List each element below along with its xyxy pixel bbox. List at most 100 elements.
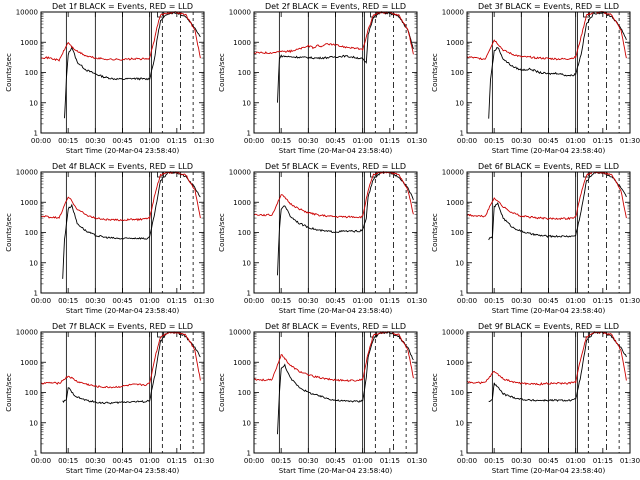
x-tick-label: 00:45 — [325, 457, 345, 465]
x-tick-label: 00:30 — [298, 137, 318, 145]
panel-title: Det 7f BLACK = Events, RED = LLD — [52, 322, 193, 331]
x-tick-label: 01:30 — [407, 457, 427, 465]
series-lld — [253, 10, 414, 55]
series-events — [62, 331, 201, 405]
y-tick-label: 1000 — [233, 199, 251, 207]
x-axis-label: Start Time (20-Mar-04 23:58:40) — [492, 467, 606, 475]
y-tick-label: 1 — [460, 290, 464, 298]
y-tick-label: 10000 — [442, 169, 464, 177]
y-axis-label: Counts/sec — [218, 213, 226, 252]
y-axis-label: Counts/sec — [5, 53, 13, 92]
y-axis-label: Counts/sec — [431, 213, 439, 252]
y-tick-label: 10 — [242, 419, 251, 427]
y-tick-label: 100 — [238, 389, 251, 397]
x-tick-label: 00:00 — [31, 457, 51, 465]
panel-4: Det 4f BLACK = Events, RED = LLD Counts/s… — [5, 162, 214, 315]
y-tick-label: 10 — [29, 99, 38, 107]
x-tick-label: 00:30 — [511, 297, 531, 305]
x-tick-label: 01:00 — [566, 457, 586, 465]
x-tick-label: 00:45 — [112, 457, 132, 465]
y-axis-label: Counts/sec — [431, 53, 439, 92]
x-tick-label: 00:45 — [325, 137, 345, 145]
x-tick-label: 00:00 — [244, 137, 264, 145]
x-tick-label: 01:00 — [140, 297, 160, 305]
plot-frame — [253, 171, 418, 294]
series-lld — [253, 330, 414, 383]
x-tick-label: 01:15 — [593, 457, 613, 465]
x-tick-label: 00:00 — [244, 457, 264, 465]
panel-8: Det 8f BLACK = Events, RED = LLD Counts/s… — [218, 322, 427, 475]
x-tick-label: 00:15 — [271, 457, 291, 465]
y-tick-label: 100 — [451, 69, 464, 77]
panel-6: Det 6f BLACK = Events, RED = LLD Counts/s… — [431, 162, 640, 315]
x-tick-label: 00:30 — [511, 457, 531, 465]
panel-title: Det 2f BLACK = Events, RED = LLD — [265, 2, 406, 11]
y-tick-label: 1 — [247, 290, 251, 298]
y-tick-label: 10 — [242, 259, 251, 267]
y-tick-label: 10 — [455, 259, 464, 267]
series-events — [64, 11, 201, 119]
y-tick-label: 10 — [29, 419, 38, 427]
panel-9: Det 9f BLACK = Events, RED = LLD Counts/s… — [431, 322, 640, 475]
x-tick-label: 00:30 — [298, 457, 318, 465]
series-lld — [466, 330, 627, 386]
y-tick-label: 10000 — [16, 169, 38, 177]
panel-3: Det 3f BLACK = Events, RED = LLD Counts/s… — [431, 2, 640, 155]
y-tick-label: 1 — [34, 290, 38, 298]
x-tick-label: 01:00 — [140, 457, 160, 465]
y-tick-label: 1000 — [20, 359, 38, 367]
x-axis-label: Start Time (20-Mar-04 23:58:40) — [279, 147, 393, 155]
panel-7: Det 7f BLACK = Events, RED = LLD Counts/s… — [5, 322, 214, 475]
x-tick-label: 01:15 — [380, 457, 400, 465]
x-tick-label: 01:30 — [407, 137, 427, 145]
x-tick-label: 00:30 — [85, 297, 105, 305]
y-tick-label: 10 — [455, 99, 464, 107]
x-tick-label: 00:45 — [538, 137, 558, 145]
x-tick-label: 01:30 — [407, 297, 427, 305]
x-tick-label: 00:30 — [85, 137, 105, 145]
series-lld — [40, 171, 201, 222]
x-tick-label: 01:30 — [620, 137, 640, 145]
series-lld — [40, 331, 201, 389]
x-tick-label: 00:00 — [244, 297, 264, 305]
y-tick-label: 100 — [238, 229, 251, 237]
y-axis-label: Counts/sec — [218, 53, 226, 92]
x-tick-label: 01:00 — [353, 137, 373, 145]
x-tick-label: 01:00 — [353, 457, 373, 465]
x-axis-label: Start Time (20-Mar-04 23:58:40) — [492, 307, 606, 315]
panel-title: Det 9f BLACK = Events, RED = LLD — [478, 322, 619, 331]
x-tick-label: 00:45 — [112, 297, 132, 305]
plot-frame — [40, 171, 205, 294]
series-events — [277, 331, 414, 435]
x-tick-label: 01:15 — [167, 297, 187, 305]
y-axis-label: Counts/sec — [218, 373, 226, 412]
y-tick-label: 1 — [247, 450, 251, 458]
x-tick-label: 01:15 — [380, 137, 400, 145]
y-tick-label: 10000 — [16, 329, 38, 337]
x-tick-label: 01:00 — [140, 137, 160, 145]
panel-title: Det 4f BLACK = Events, RED = LLD — [52, 162, 193, 171]
y-tick-label: 1000 — [20, 39, 38, 47]
panel-title: Det 6f BLACK = Events, RED = LLD — [478, 162, 619, 171]
plot-frame — [253, 11, 418, 134]
x-tick-label: 01:00 — [566, 297, 586, 305]
x-tick-label: 00:15 — [58, 457, 78, 465]
y-axis-label: Counts/sec — [431, 373, 439, 412]
x-tick-label: 01:30 — [194, 457, 214, 465]
y-tick-label: 1 — [460, 450, 464, 458]
plot-frame — [466, 331, 631, 454]
x-axis-label: Start Time (20-Mar-04 23:58:40) — [66, 467, 180, 475]
y-tick-label: 1000 — [20, 199, 38, 207]
series-lld — [466, 10, 627, 61]
plot-frame — [466, 11, 631, 134]
y-tick-label: 1 — [34, 450, 38, 458]
series-lld — [253, 170, 414, 219]
y-tick-label: 100 — [451, 229, 464, 237]
x-tick-label: 00:00 — [457, 457, 477, 465]
y-tick-label: 100 — [25, 69, 38, 77]
y-tick-label: 1000 — [446, 39, 464, 47]
y-tick-label: 10000 — [229, 9, 251, 17]
y-tick-label: 100 — [238, 69, 251, 77]
plot-frame — [466, 171, 631, 294]
